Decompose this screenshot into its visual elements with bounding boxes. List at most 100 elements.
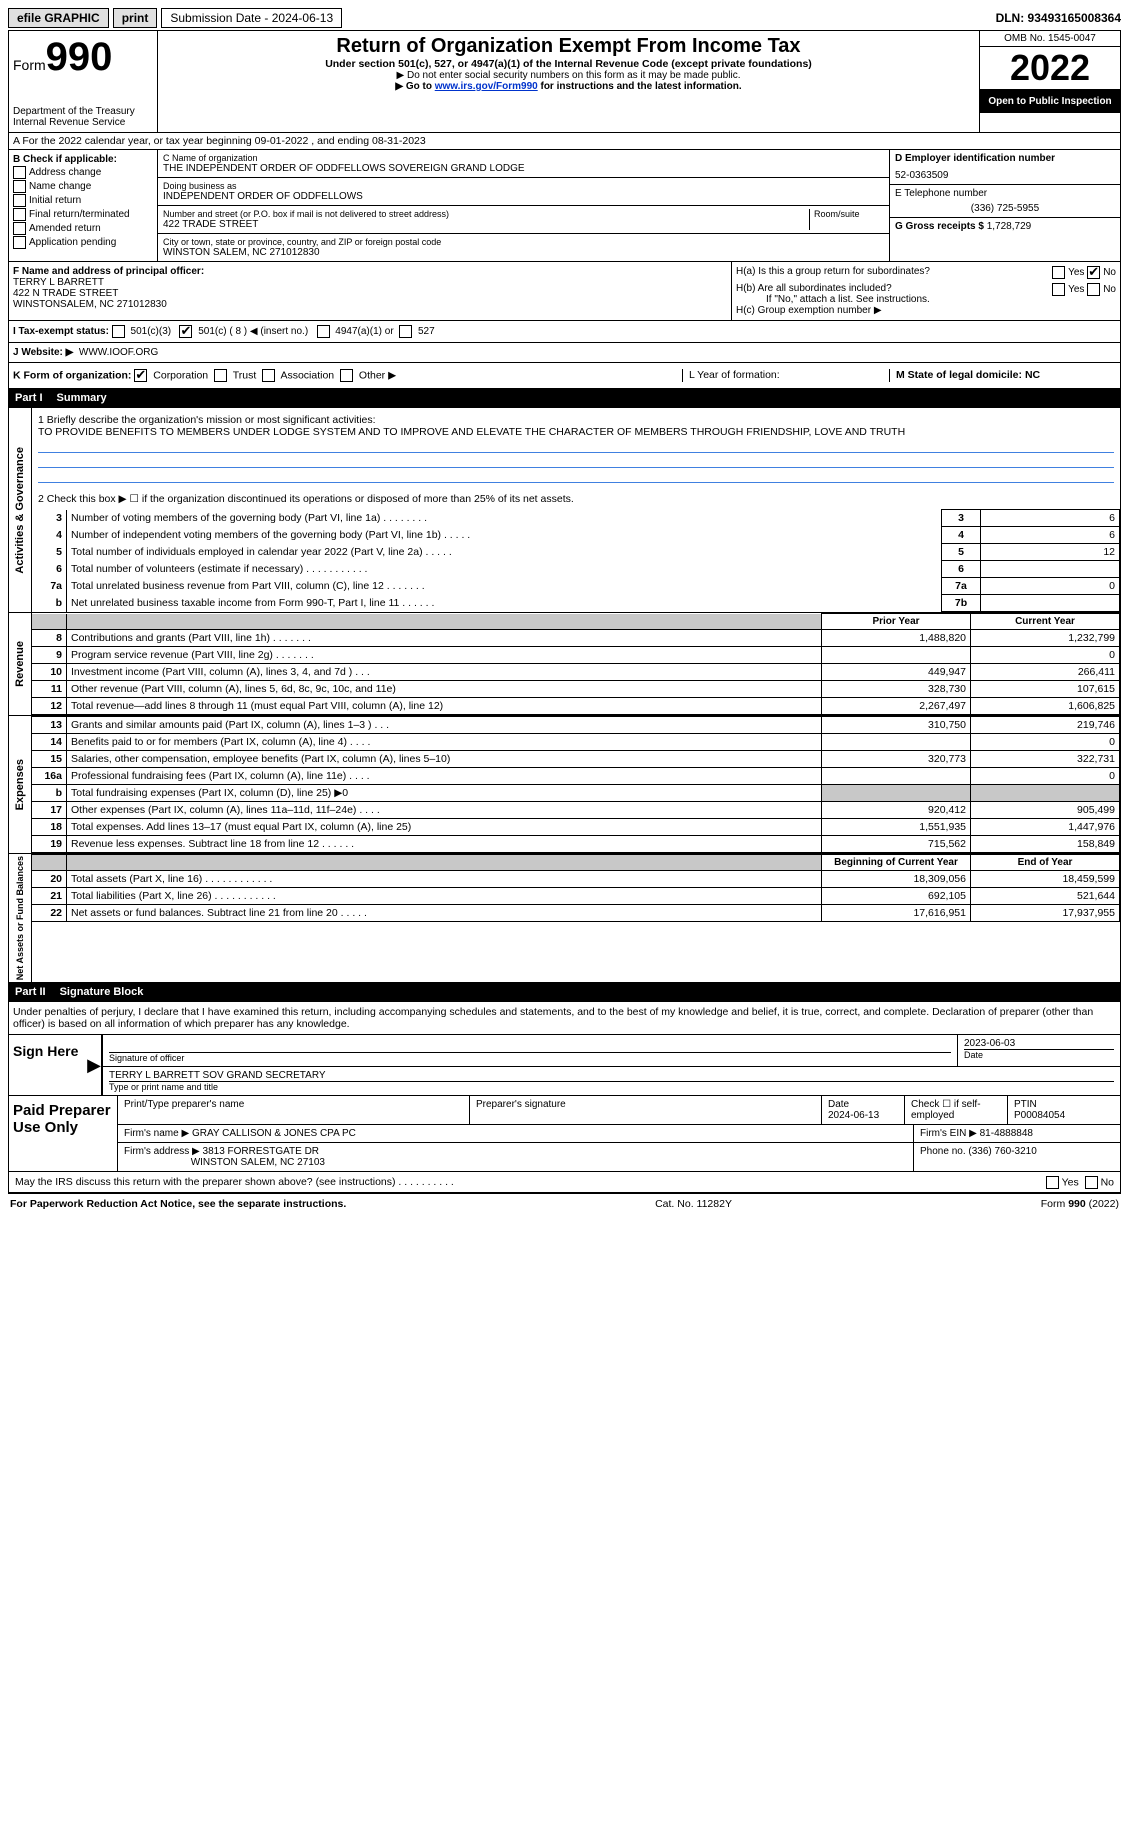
table-row: 21Total liabilities (Part X, line 26) . …: [32, 888, 1120, 905]
form-id-block: Form990 Department of the Treasury Inter…: [9, 31, 158, 132]
calendar-year-row: A For the 2022 calendar year, or tax yea…: [9, 133, 1120, 150]
hb-yes[interactable]: [1052, 283, 1065, 296]
line2-checkbox: 2 Check this box ▶ ☐ if the organization…: [32, 489, 1120, 509]
officer-city: WINSTONSALEM, NC 271012830: [13, 299, 727, 310]
cb-application-pending[interactable]: Application pending: [13, 236, 153, 249]
table-row: 10Investment income (Part VIII, column (…: [32, 664, 1120, 681]
table-row: 20Total assets (Part X, line 16) . . . .…: [32, 871, 1120, 888]
ein-block: D Employer identification number 52-0363…: [890, 150, 1120, 261]
table-row: 3Number of voting members of the governi…: [32, 510, 1120, 527]
prep-date-val: 2024-06-13: [828, 1110, 879, 1121]
discuss-yes[interactable]: [1046, 1176, 1059, 1189]
officer-addr: 422 N TRADE STREET: [13, 288, 727, 299]
officer-name: TERRY L BARRETT: [13, 277, 727, 288]
part1-title: Summary: [57, 392, 107, 404]
paid-preparer-block: Paid Preparer Use Only Print/Type prepar…: [9, 1096, 1120, 1172]
form-title-block: Return of Organization Exempt From Incom…: [158, 31, 979, 132]
table-row: bNet unrelated business taxable income f…: [32, 595, 1120, 612]
netassets-table: Beginning of Current YearEnd of Year 20T…: [32, 854, 1120, 922]
website-value: WWW.IOOF.ORG: [79, 347, 158, 358]
dln-label: DLN: 93493165008364: [996, 11, 1121, 25]
sig-officer-label: Signature of officer: [109, 1052, 951, 1063]
officer-name-title: TERRY L BARRETT SOV GRAND SECRETARY: [109, 1070, 1114, 1081]
table-row: 16aProfessional fundraising fees (Part I…: [32, 768, 1120, 785]
type-name-label: Type or print name and title: [109, 1081, 1114, 1092]
prep-date-h: Date: [828, 1099, 849, 1110]
f-label: F Name and address of principal officer:: [13, 266, 727, 277]
table-row: 13Grants and similar amounts paid (Part …: [32, 717, 1120, 734]
website-row: J Website: ▶ WWW.IOOF.ORG: [9, 343, 1120, 363]
principal-officer: F Name and address of principal officer:…: [9, 262, 732, 320]
tax-exempt-row: I Tax-exempt status: 501(c)(3) 501(c) ( …: [9, 321, 1120, 343]
cb-initial-return[interactable]: Initial return: [13, 194, 153, 207]
col-b-lead: B Check if applicable:: [13, 154, 153, 165]
cb-final-return[interactable]: Final return/terminated: [13, 208, 153, 221]
cb-association[interactable]: [262, 369, 275, 382]
print-button[interactable]: print: [113, 8, 158, 28]
hc-label: H(c) Group exemption number ▶: [736, 305, 1116, 316]
arrow-icon: ▶: [87, 1035, 102, 1095]
hb-no[interactable]: [1087, 283, 1100, 296]
prep-sig-h: Preparer's signature: [470, 1096, 822, 1124]
th-prior-year: Prior Year: [822, 614, 971, 630]
table-row: 22Net assets or fund balances. Subtract …: [32, 905, 1120, 922]
cb-other[interactable]: [340, 369, 353, 382]
revenue-table: Prior YearCurrent Year 8Contributions an…: [32, 613, 1120, 715]
dept-label: Department of the Treasury: [13, 106, 153, 117]
room-label: Room/suite: [814, 209, 884, 219]
firm-name-l: Firm's name ▶: [124, 1128, 189, 1139]
cb-501c3[interactable]: [112, 325, 125, 338]
group-return-block: H(a) Is this a group return for subordin…: [732, 262, 1120, 320]
table-row: 15Salaries, other compensation, employee…: [32, 751, 1120, 768]
ha-yes[interactable]: [1052, 266, 1065, 279]
mission-q: 1 Briefly describe the organization's mi…: [38, 414, 1114, 426]
ssn-warning: ▶ Do not enter social security numbers o…: [162, 70, 975, 81]
discuss-no[interactable]: [1085, 1176, 1098, 1189]
j-label: J Website: ▶: [13, 347, 73, 358]
prep-name-h: Print/Type preparer's name: [118, 1096, 470, 1124]
tel-value: (336) 725-5955: [895, 203, 1115, 214]
form-subtitle: Under section 501(c), 527, or 4947(a)(1)…: [162, 58, 975, 70]
footer-mid: Cat. No. 11282Y: [655, 1198, 732, 1210]
irs-link[interactable]: www.irs.gov/Form990: [435, 81, 538, 92]
part1-header: Part I Summary: [9, 389, 1120, 408]
table-row: 19Revenue less expenses. Subtract line 1…: [32, 836, 1120, 853]
cb-4947[interactable]: [317, 325, 330, 338]
ein-label: D Employer identification number: [895, 153, 1115, 164]
m-state-domicile: M State of legal domicile: NC: [889, 369, 1116, 382]
th-current-year: Current Year: [971, 614, 1120, 630]
footer-right: Form 990 (2022): [1041, 1198, 1119, 1210]
phone-l: Phone no.: [920, 1146, 966, 1157]
phone-val: (336) 760-3210: [968, 1146, 1036, 1157]
cb-corporation[interactable]: [134, 369, 147, 382]
discuss-row: May the IRS discuss this return with the…: [9, 1172, 1120, 1193]
governance-table: 3Number of voting members of the governi…: [32, 509, 1120, 612]
cb-trust[interactable]: [214, 369, 227, 382]
table-row: 8Contributions and grants (Part VIII, li…: [32, 630, 1120, 647]
dba-label: Doing business as: [163, 181, 884, 191]
cb-501c[interactable]: [179, 325, 192, 338]
cb-527[interactable]: [399, 325, 412, 338]
table-row: 11Other revenue (Part VIII, column (A), …: [32, 681, 1120, 698]
part1-num: Part I: [15, 392, 43, 404]
form-prefix: Form: [13, 57, 46, 73]
cb-address-change[interactable]: Address change: [13, 166, 153, 179]
th-eoy: End of Year: [971, 855, 1120, 871]
org-dba: INDEPENDENT ORDER OF ODDFELLOWS: [163, 191, 884, 202]
footer-left: For Paperwork Reduction Act Notice, see …: [10, 1198, 346, 1210]
cb-name-change[interactable]: Name change: [13, 180, 153, 193]
org-city: WINSTON SALEM, NC 271012830: [163, 247, 884, 258]
ptin-val: P00084054: [1014, 1110, 1065, 1121]
city-label: City or town, state or province, country…: [163, 237, 884, 247]
org-name: THE INDEPENDENT ORDER OF ODDFELLOWS SOVE…: [163, 163, 884, 174]
name-label: C Name of organization: [163, 153, 884, 163]
table-row: 17Other expenses (Part IX, column (A), l…: [32, 802, 1120, 819]
sig-date-val: 2023-06-03: [964, 1038, 1114, 1049]
cb-amended-return[interactable]: Amended return: [13, 222, 153, 235]
ha-no[interactable]: [1087, 266, 1100, 279]
efile-label: efile GRAPHIC: [8, 8, 109, 28]
irs-label: Internal Revenue Service: [13, 117, 153, 128]
paid-preparer-label: Paid Preparer Use Only: [9, 1096, 117, 1171]
form-990-document: Form990 Department of the Treasury Inter…: [8, 30, 1121, 1194]
firm-ein-l: Firm's EIN ▶: [920, 1128, 977, 1139]
